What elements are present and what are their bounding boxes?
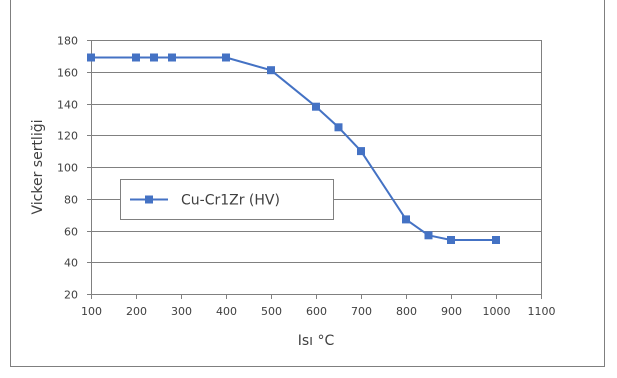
y-tick-label: 80	[64, 194, 78, 207]
data-point	[357, 147, 365, 156]
x-axis-ticks: 100 200 300 400 500 600 700 800 900 1000 1100	[81, 294, 556, 318]
x-tick-label: 900	[441, 305, 462, 318]
data-point	[150, 53, 158, 62]
y-tick-label: 60	[64, 226, 78, 239]
y-tick-label: 40	[64, 257, 78, 270]
gridlines	[91, 40, 541, 295]
y-tick-label: 20	[64, 289, 78, 302]
x-tick-label: 1100	[528, 305, 556, 318]
x-tick-label: 200	[126, 305, 147, 318]
data-point	[312, 102, 320, 111]
y-tick-label: 100	[57, 162, 78, 175]
data-point	[168, 53, 176, 62]
series-layer	[87, 53, 500, 244]
y-tick-label: 160	[57, 67, 78, 80]
y-tick-label: 180	[57, 35, 78, 48]
data-point	[87, 53, 95, 62]
x-tick-label: 1000	[483, 305, 511, 318]
y-axis-title: Vicker sertliği	[30, 120, 46, 215]
y-tick-label: 120	[57, 130, 78, 143]
x-tick-label: 400	[216, 305, 237, 318]
data-point	[222, 53, 230, 62]
legend-marker	[145, 195, 153, 204]
x-tick-label: 800	[396, 305, 417, 318]
x-tick-label: 700	[351, 305, 372, 318]
legend: Cu-Cr1Zr (HV)	[120, 179, 334, 220]
data-point	[492, 236, 500, 244]
x-tick-label: 300	[171, 305, 192, 318]
y-tick-label: 140	[57, 99, 78, 112]
data-point	[334, 123, 343, 132]
x-tick-label: 100	[81, 305, 102, 318]
x-tick-label: 500	[261, 305, 282, 318]
plot-area-border	[91, 40, 542, 295]
data-point	[132, 53, 140, 62]
data-point	[447, 236, 455, 244]
data-point	[424, 231, 433, 240]
x-tick-label: 600	[306, 305, 327, 318]
legend-label: Cu-Cr1Zr (HV)	[181, 193, 280, 209]
data-point	[402, 215, 410, 224]
data-point	[267, 66, 275, 75]
y-axis-ticks: 20 40 60 80 100 120 140 160 180	[57, 35, 91, 302]
x-axis-title: Isı °C	[298, 333, 335, 349]
